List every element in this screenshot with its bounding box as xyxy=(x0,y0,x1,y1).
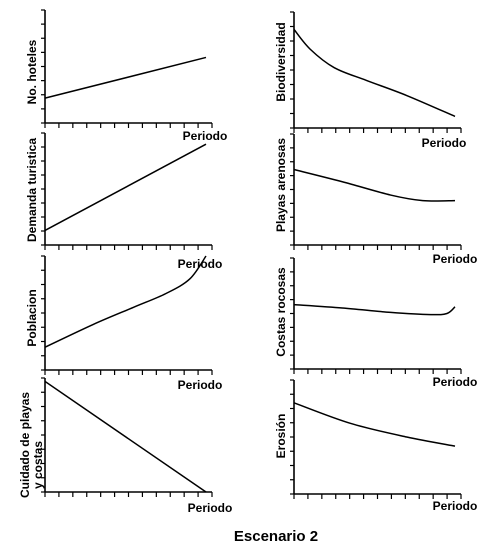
series-line xyxy=(44,143,207,232)
x-axis-label: Periodo xyxy=(433,499,478,513)
y-axis-label: Playas arenosas xyxy=(274,138,288,232)
series-line xyxy=(293,402,456,447)
y-axis-label: Cuidado de playasy costas xyxy=(18,392,45,498)
y-axis-label: Demanda turistica xyxy=(25,138,39,242)
y-axis-label: Costas rocosas xyxy=(274,267,288,357)
series-line xyxy=(293,303,456,316)
y-axis-label: Poblacion xyxy=(25,289,39,346)
y-axis-label: No. hoteles xyxy=(25,39,39,104)
panels: No. hotelesPeriodoBiodiversidadPeriodoDe… xyxy=(18,9,478,515)
series-line xyxy=(44,56,207,99)
panel-5: Poblacion Periodo xyxy=(25,255,223,392)
figure-title: Escenario 2 xyxy=(234,528,318,545)
series-line xyxy=(293,28,456,118)
x-axis-label: Periodo xyxy=(422,136,467,150)
series-line xyxy=(293,168,456,202)
panel-4: Playas arenosas Periodo xyxy=(274,133,478,266)
y-axis-label: Biodiversidad xyxy=(274,22,288,101)
panel-6: Costas rocosas Periodo xyxy=(274,257,478,389)
x-axis-label: Periodo xyxy=(178,257,223,271)
series-line xyxy=(44,255,207,348)
y-axis-label: Erosión xyxy=(274,414,288,459)
panel-3: Demanda turistica Periodo xyxy=(25,132,223,271)
panel-1: No. hoteles Periodo xyxy=(25,9,228,143)
x-axis-label: Periodo xyxy=(188,501,233,515)
panel-8: Erosión Periodo xyxy=(274,379,478,513)
panel-7: Cuidado de playasy costas Periodo xyxy=(18,377,233,515)
x-axis-label: Periodo xyxy=(433,252,478,266)
x-axis-label: Periodo xyxy=(433,375,478,389)
x-axis-label: Periodo xyxy=(183,129,228,143)
x-axis-label: Periodo xyxy=(178,378,223,392)
series-line xyxy=(44,380,207,493)
panel-2: Biodiversidad Periodo xyxy=(274,11,467,150)
